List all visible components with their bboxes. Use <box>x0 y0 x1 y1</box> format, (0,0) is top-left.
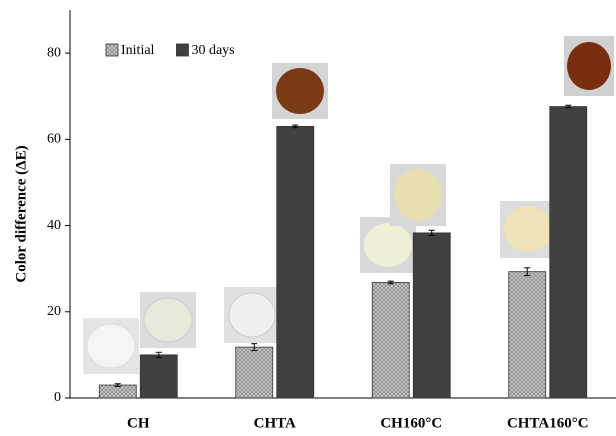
bar <box>413 233 450 398</box>
y-axis-label: Color difference (ΔE) <box>13 145 29 282</box>
bar <box>509 272 546 398</box>
bar <box>372 282 409 398</box>
legend-label: 30 days <box>191 43 234 58</box>
bar <box>277 126 314 398</box>
y-tick-label: 0 <box>54 390 61 405</box>
y-tick-label: 40 <box>47 218 61 233</box>
x-tick-label: CHTA <box>254 415 296 431</box>
y-tick-label: 80 <box>47 45 61 60</box>
bar <box>550 107 587 398</box>
y-tick-label: 20 <box>47 304 61 319</box>
x-tick-label: CH160°C <box>380 415 442 431</box>
legend-label: Initial <box>121 43 155 58</box>
bar <box>236 347 273 398</box>
bar <box>99 385 136 398</box>
y-tick-label: 60 <box>47 132 61 147</box>
bar <box>140 355 177 398</box>
legend-swatch <box>106 44 118 56</box>
legend-swatch <box>176 44 188 56</box>
x-tick-label: CH <box>127 415 150 431</box>
chart: Color difference (ΔE) 0 20 40 60 80 CH CHTA CH1… <box>0 0 616 436</box>
x-tick-label: CHTA160°C <box>507 415 589 431</box>
